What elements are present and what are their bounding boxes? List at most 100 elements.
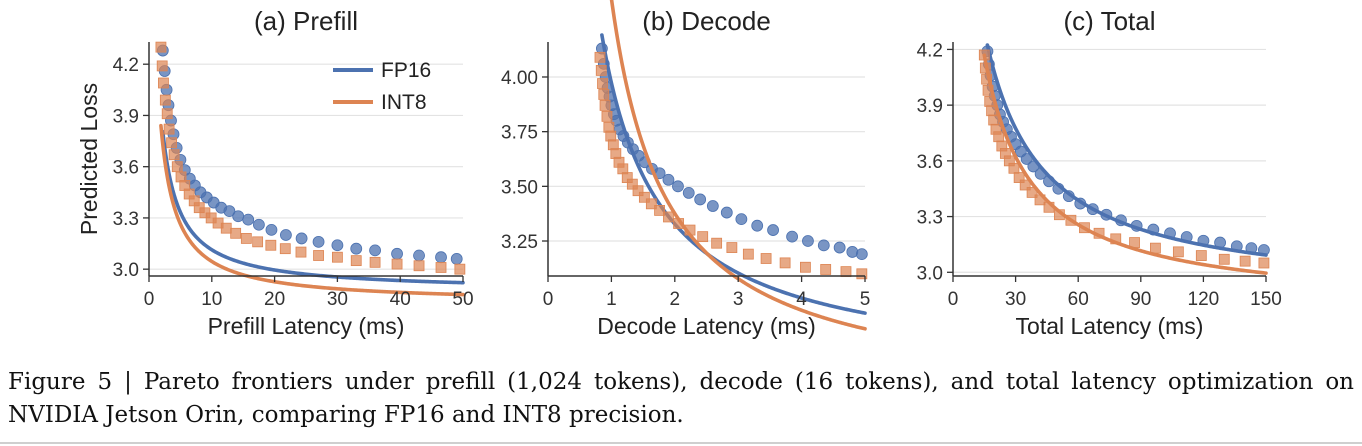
panel-3-series-fp16 bbox=[981, 43, 1270, 257]
panel-2-y-tick-label-0: 3.25 bbox=[501, 232, 538, 253]
panel-3-int8-point-25 bbox=[1172, 246, 1184, 258]
panel-2-int8-point-15 bbox=[638, 191, 650, 203]
panel-2-fp16-point-28 bbox=[833, 241, 846, 254]
panel-1-y-axis-label: Predicted Loss bbox=[76, 83, 102, 235]
panel-2-int8-point-13 bbox=[626, 178, 638, 190]
panel-1-fp16-point-23 bbox=[331, 239, 344, 252]
panel-3-int8-point-16 bbox=[1034, 194, 1046, 206]
panel-2-int8-point-26 bbox=[779, 257, 791, 269]
panel-3-x-tick-label-1: 30 bbox=[1005, 289, 1026, 310]
panel-3-int8-point-15 bbox=[1026, 187, 1038, 198]
panel-2-fp16-point-22 bbox=[735, 213, 748, 226]
panel-1-x-tick-label-1: 10 bbox=[201, 289, 222, 310]
panel-1-x-tick-label-2: 20 bbox=[264, 289, 285, 310]
panel-3-fp16-point-29 bbox=[1245, 242, 1258, 255]
panel-3-title: (c) Total bbox=[1064, 6, 1156, 36]
panel-2-int8-point-3 bbox=[598, 89, 610, 100]
panel-1-int8-point-23 bbox=[295, 246, 307, 258]
panel-3-int8-point-1 bbox=[979, 62, 991, 74]
panel-3-x-tick-label-5: 150 bbox=[1250, 289, 1282, 310]
panel-3-fp16-point-27 bbox=[1214, 236, 1226, 249]
panel-2-int8-point-20 bbox=[684, 224, 696, 236]
panel-3-int8-point-14 bbox=[1019, 179, 1031, 191]
panel-3-int8-point-21 bbox=[1093, 227, 1105, 239]
panel-3-int8-point-18 bbox=[1054, 209, 1065, 221]
panel-3-int8-point-20 bbox=[1079, 222, 1090, 234]
panel-1-fp16-point-24 bbox=[350, 242, 363, 255]
panel-1: 0 10 20 30 40 50 3.0 3.3 3.6 3.9 4.2 (a) Prefill Pre… bbox=[76, 6, 474, 339]
panel-1-fp16-point-20 bbox=[280, 229, 292, 241]
panel-3-int8-point-3 bbox=[982, 84, 994, 96]
legend-label-int8: INT8 bbox=[381, 91, 427, 114]
panel-2-fp16-point-16 bbox=[662, 173, 675, 186]
panel-1-fp16-point-29 bbox=[450, 253, 463, 265]
panel-1-fp16-point-21 bbox=[295, 232, 308, 245]
panel-2-title: (b) Decode bbox=[642, 6, 771, 36]
panel-1-x-tick-label-0: 0 bbox=[144, 289, 155, 310]
panel-3-series-int8 bbox=[978, 49, 1270, 275]
panel-1-int8-point-18 bbox=[230, 227, 242, 239]
panel-3-fp16-point-15 bbox=[1043, 175, 1055, 188]
panel-2-fp16-frontier-line bbox=[600, 33, 867, 315]
panel-2-fp16-point-24 bbox=[767, 224, 779, 236]
panel-2-int8-point-29 bbox=[840, 266, 852, 278]
panel-3-int8-point-29 bbox=[1258, 257, 1270, 269]
panel-3-int8-point-17 bbox=[1043, 201, 1055, 213]
panel-2-int8-point-27 bbox=[800, 261, 811, 273]
panel-3-int8-point-26 bbox=[1195, 250, 1207, 261]
panel-3-y-tick-label-3: 3.9 bbox=[917, 96, 943, 117]
panel-1-int8-point-24 bbox=[313, 250, 324, 261]
panel-1-fp16-point-27 bbox=[413, 249, 425, 262]
panel-3-fp16-point-19 bbox=[1086, 203, 1099, 216]
panel-2-int8-point-1 bbox=[595, 65, 607, 76]
panel-3-int8-point-13 bbox=[1013, 172, 1025, 183]
panel-1-int8-point-17 bbox=[220, 222, 232, 234]
panel-3-y-tick-label-0: 3.0 bbox=[917, 263, 943, 284]
panel-1-int8-point-29 bbox=[413, 260, 425, 272]
panel-2-x-tick-label-0: 0 bbox=[543, 289, 554, 310]
panel-1-int8-point-4 bbox=[161, 108, 173, 120]
panel-1-int8-point-22 bbox=[279, 243, 291, 255]
panel-2-fp16-point-30 bbox=[855, 248, 868, 261]
panel-1-int8-point-7 bbox=[168, 149, 180, 161]
panel-3-fp16-point-20 bbox=[1100, 208, 1113, 221]
panel-2-int8-point-24 bbox=[742, 248, 754, 260]
panel-3-x-tick-label-4: 120 bbox=[1188, 289, 1220, 310]
panel-2-fp16-point-19 bbox=[694, 193, 707, 206]
panel-1-int8-point-2 bbox=[158, 77, 169, 89]
panel-2-x-axis-label: Decode Latency (ms) bbox=[597, 313, 816, 339]
panel-2: 0 1 2 3 4 5 3.25 3.50 3.75 4.00 (b) Decode Decode L… bbox=[501, 0, 870, 339]
panel-3-int8-point-4 bbox=[984, 96, 996, 107]
panel-1-fp16-point-17 bbox=[242, 213, 255, 226]
panel-1-fp16-point-26 bbox=[391, 247, 403, 260]
panel-3-fp16-point-28 bbox=[1230, 240, 1243, 253]
panel-3-int8-frontier-line bbox=[982, 53, 1268, 275]
panel-1-y-tick-label-2: 3.6 bbox=[113, 158, 139, 179]
panel-1-fp16-frontier-line bbox=[161, 129, 465, 285]
bottom-rule bbox=[0, 442, 1362, 444]
panel-3-fp16-point-18 bbox=[1074, 197, 1087, 210]
panel-1-y-tick-label-4: 4.2 bbox=[113, 55, 139, 76]
panel-3: 0 30 60 90 120 150 3.0 3.3 3.6 3.9 4.2 (c) Total Tot… bbox=[917, 6, 1282, 339]
panel-3-int8-point-27 bbox=[1218, 253, 1230, 265]
panel-1-legend: FP16 INT8 bbox=[333, 59, 431, 114]
panel-3-fp16-point-25 bbox=[1180, 231, 1193, 243]
panel-3-fp16-point-12 bbox=[1020, 153, 1033, 165]
panel-2-x-tick-label-3: 3 bbox=[733, 289, 744, 310]
panel-3-int8-point-22 bbox=[1110, 233, 1122, 245]
panel-3-int8-point-0 bbox=[978, 49, 990, 61]
panel-2-int8-point-14 bbox=[632, 185, 644, 197]
panel-1-fp16-point-28 bbox=[435, 251, 447, 264]
panel-2-int8-point-4 bbox=[599, 100, 611, 111]
panel-2-series-int8 bbox=[594, 0, 868, 331]
panel-3-int8-point-24 bbox=[1150, 242, 1161, 254]
panel-3-fp16-point-14 bbox=[1034, 167, 1047, 180]
panel-1-y-tick-label-3: 3.9 bbox=[113, 106, 139, 127]
panel-2-fp16-point-17 bbox=[672, 180, 684, 193]
panel-1-int8-point-28 bbox=[391, 258, 403, 270]
panel-3-int8-point-2 bbox=[981, 73, 992, 85]
panel-2-y-tick-label-2: 3.75 bbox=[501, 123, 538, 144]
panel-1-int8-point-1 bbox=[156, 60, 168, 72]
panel-2-int8-point-22 bbox=[711, 237, 723, 249]
